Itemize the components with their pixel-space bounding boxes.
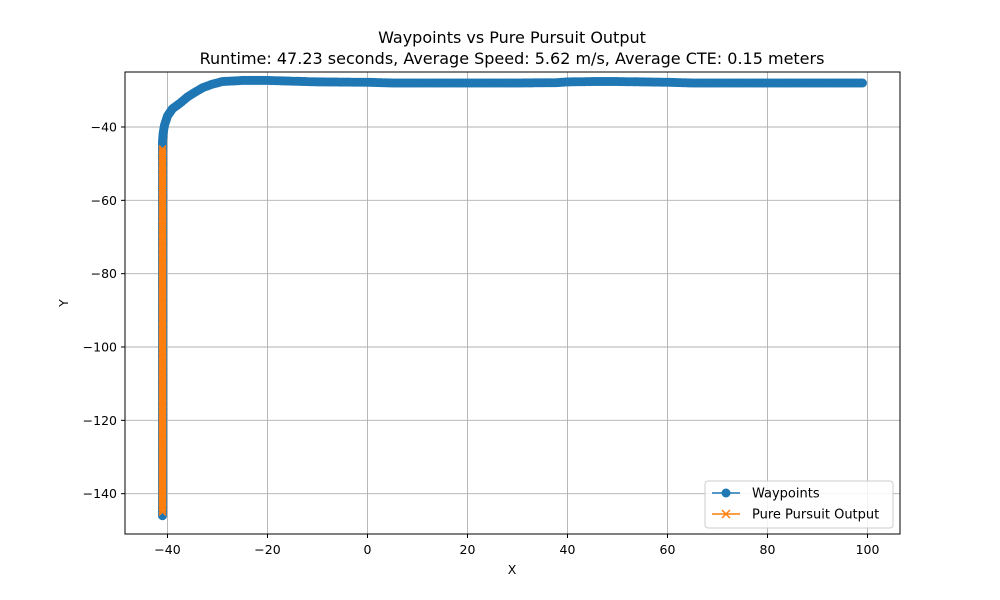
legend: Waypoints Pure Pursuit Output [704,480,894,529]
x-tick-label: 100 [856,542,880,557]
y-tick-label: −100 [83,340,117,355]
y-axis-ticks: −140 −120 −100 −80 −60 −40 [83,120,125,501]
grid [125,72,900,534]
series-layer [158,75,867,521]
x-tick-label: 40 [560,542,576,557]
x-tick-label: 80 [760,542,776,557]
legend-pure-pursuit-marker [721,509,731,519]
legend-box [704,480,894,529]
plot-frame [124,71,901,535]
data-point [158,147,167,156]
x-tick-label: 60 [660,542,676,557]
y-tick-label: −60 [91,193,117,208]
y-tick-label: −120 [83,413,117,428]
series-pure-pursuit-output [158,144,167,517]
chart-title: Waypoints vs Pure Pursuit Output [378,28,646,47]
data-point [158,144,167,154]
x-tick-label: −40 [154,542,180,557]
y-tick-label: −40 [91,120,117,135]
x-tick-label: 0 [364,542,372,557]
x-axis-ticks: −40 −20 0 20 40 60 80 100 [154,534,879,557]
x-tick-label: −20 [254,542,280,557]
y-axis-label: Y [56,299,71,308]
x-tick-label: 20 [460,542,476,557]
legend-waypoints-marker [721,488,731,498]
y-tick-label: −140 [83,486,117,501]
x-axis-label: X [508,562,517,577]
legend-waypoints-label: Waypoints [752,487,820,502]
chart-subtitle: Runtime: 47.23 seconds, Average Speed: 5… [200,49,825,68]
data-point [858,78,867,88]
legend-pure-pursuit-label: Pure Pursuit Output [752,508,879,523]
y-tick-label: −80 [91,266,117,281]
